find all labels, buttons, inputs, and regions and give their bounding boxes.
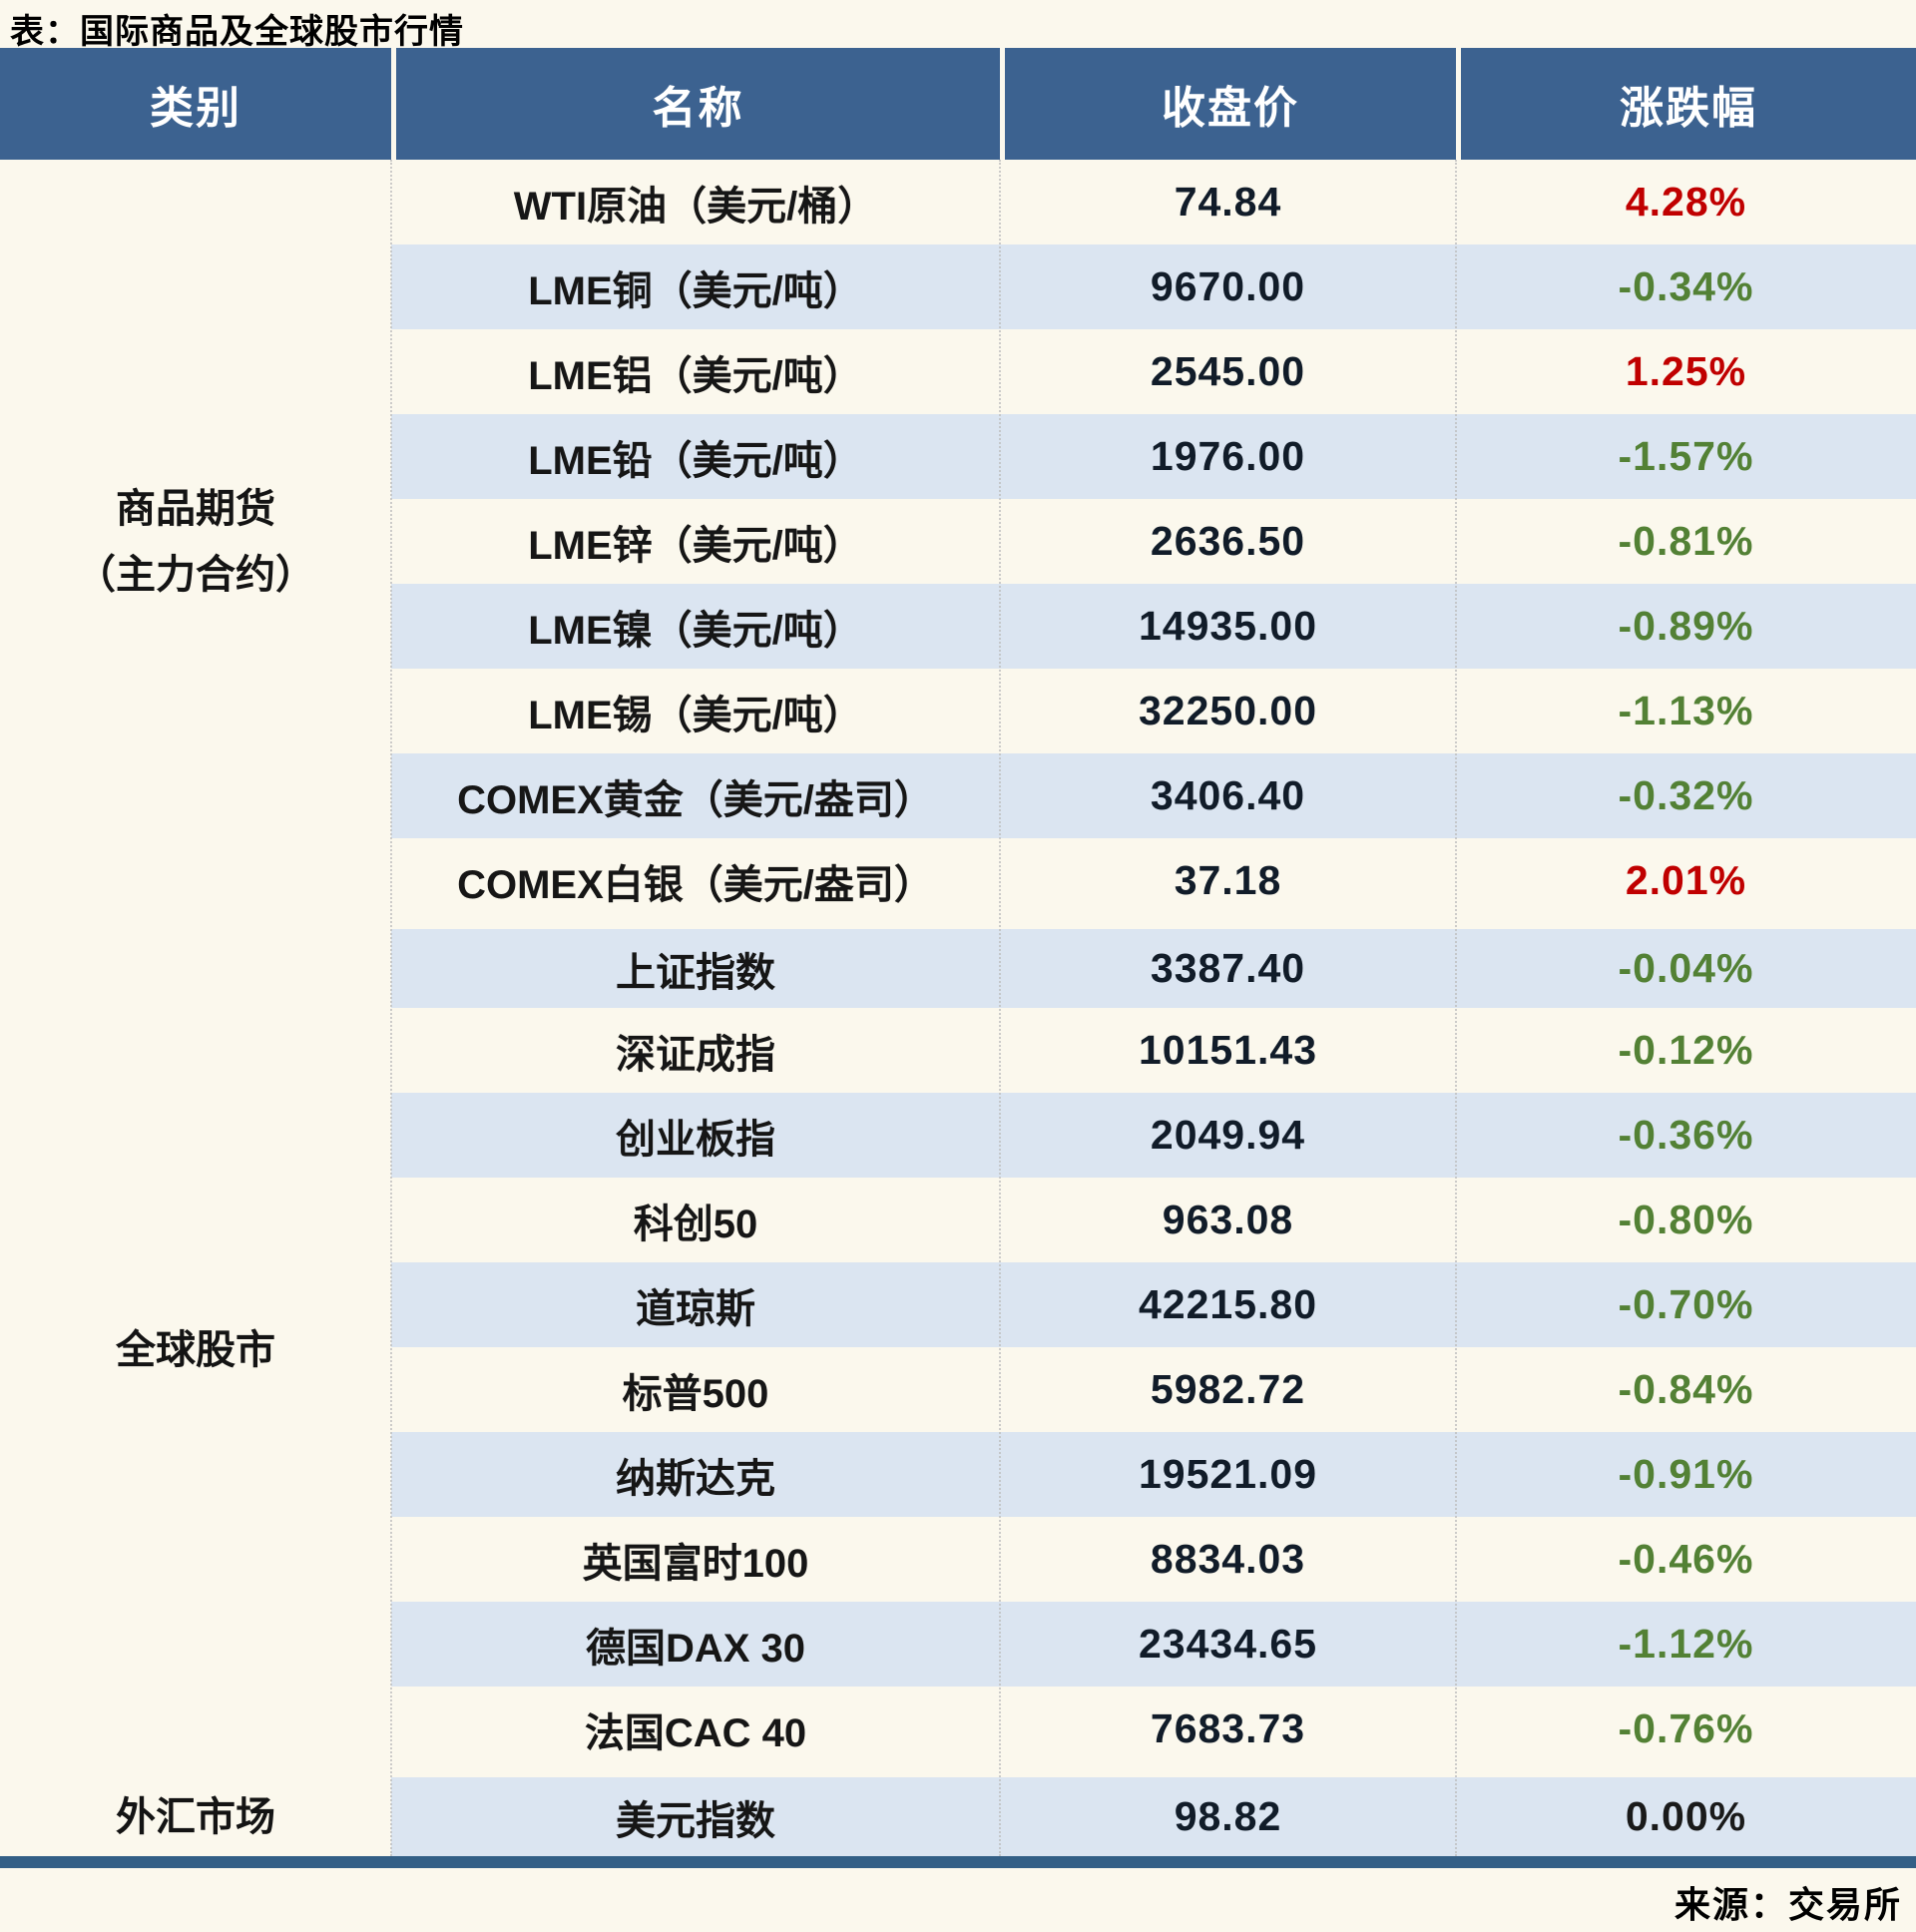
table-row: LME铅（美元/吨） 1976.00 -1.57% <box>0 414 1916 499</box>
change-cell: -1.12% <box>1456 1602 1916 1687</box>
table-row: 纳斯达克 19521.09 -0.91% <box>0 1432 1916 1517</box>
close-cell: 98.82 <box>1000 1771 1456 1856</box>
header-row: 类别 名称 收盘价 涨跌幅 <box>0 48 1916 160</box>
name-cell: 道琼斯 <box>391 1262 1000 1347</box>
change-cell: -1.57% <box>1456 414 1916 499</box>
change-cell: 4.28% <box>1625 179 1747 225</box>
category-cell: 外汇市场 <box>0 1771 391 1856</box>
name-cell: 纳斯达克 <box>391 1432 1000 1517</box>
category-label-line: 外汇市场 <box>116 1794 275 1839</box>
table-row: 英国富时100 8834.03 -0.46% <box>0 1517 1916 1602</box>
name-cell: LME镍（美元/吨） <box>391 584 1000 669</box>
name-cell: COMEX黄金（美元/盎司） <box>391 753 1000 838</box>
name-cell: 英国富时100 <box>582 1541 809 1586</box>
close-cell: 2636.50 <box>1150 518 1306 564</box>
name-cell: 上证指数 <box>391 923 1000 1008</box>
table-row: LME镍（美元/吨） 14935.00 -0.89% <box>0 584 1916 669</box>
change-cell: -0.46% <box>1618 1536 1754 1582</box>
close-cell: 10151.43 <box>1138 1027 1317 1073</box>
name-cell: LME铜（美元/吨） <box>391 244 1000 329</box>
table-row: 法国CAC 40 7683.73 -0.76% <box>0 1687 1916 1771</box>
name-cell: 科创50 <box>633 1202 758 1246</box>
close-cell: 2545.00 <box>1150 348 1306 394</box>
close-cell: 7683.73 <box>1150 1705 1306 1751</box>
close-cell: 3387.40 <box>1000 923 1456 1008</box>
close-cell: 37.18 <box>1174 857 1282 903</box>
name-cell: COMEX白银（美元/盎司） <box>457 862 934 907</box>
table-row: 德国DAX 30 23434.65 -1.12% <box>0 1602 1916 1687</box>
category-label-line: 全球股市 <box>116 1328 275 1372</box>
category-label-line: 商品期货 <box>116 486 275 531</box>
change-cell: -0.04% <box>1456 923 1916 1008</box>
table-row: 道琼斯 42215.80 -0.70% <box>0 1262 1916 1347</box>
name-cell: 创业板指 <box>391 1093 1000 1178</box>
table-row: LME锌（美元/吨） 2636.50 -0.81% <box>0 499 1916 584</box>
close-cell: 19521.09 <box>1000 1432 1456 1517</box>
table-row: 标普500 5982.72 -0.84% <box>0 1347 1916 1432</box>
close-cell: 1976.00 <box>1000 414 1456 499</box>
name-cell: LME锡（美元/吨） <box>528 693 863 737</box>
table-row: COMEX白银（美元/盎司） 37.18 2.01% <box>0 838 1916 923</box>
change-cell: 0.00% <box>1456 1771 1916 1856</box>
name-cell: LME锌（美元/吨） <box>528 523 863 568</box>
close-cell: 42215.80 <box>1000 1262 1456 1347</box>
close-cell: 3406.40 <box>1000 753 1456 838</box>
table-row: 深证成指 10151.43 -0.12% <box>0 1008 1916 1093</box>
source-note: 来源：交易所 <box>1674 1884 1902 1925</box>
category-cell: 全球股市 <box>0 923 391 1771</box>
close-cell: 23434.65 <box>1000 1602 1456 1687</box>
market-table: 类别 名称 收盘价 涨跌幅 商品期货 （主力合约） WTI原油（美元/桶） 74.84… <box>0 48 1916 1856</box>
change-cell: -0.70% <box>1456 1262 1916 1347</box>
name-cell: 美元指数 <box>391 1771 1000 1856</box>
name-cell: LME铅（美元/吨） <box>391 414 1000 499</box>
change-cell: -0.80% <box>1618 1197 1754 1242</box>
name-cell: 深证成指 <box>616 1032 775 1077</box>
table-row: 创业板指 2049.94 -0.36% <box>0 1093 1916 1178</box>
change-cell: -0.76% <box>1618 1705 1754 1751</box>
table-row: COMEX黄金（美元/盎司） 3406.40 -0.32% <box>0 753 1916 838</box>
change-cell: -1.13% <box>1618 688 1754 733</box>
table-header: 类别 名称 收盘价 涨跌幅 <box>0 48 1916 160</box>
table-row: 科创50 963.08 -0.80% <box>0 1178 1916 1262</box>
header-cell-close: 收盘价 <box>1000 48 1456 160</box>
close-cell: 5982.72 <box>1150 1366 1306 1412</box>
change-cell: 1.25% <box>1625 348 1747 394</box>
close-cell: 9670.00 <box>1000 244 1456 329</box>
close-cell: 963.08 <box>1162 1197 1294 1242</box>
close-cell: 74.84 <box>1174 179 1282 225</box>
change-cell: -0.34% <box>1456 244 1916 329</box>
table-row: LME锡（美元/吨） 32250.00 -1.13% <box>0 669 1916 753</box>
table-row: 外汇市场 美元指数 98.82 0.00% <box>0 1771 1916 1856</box>
header-cell-category: 类别 <box>0 48 391 160</box>
category-cell: 商品期货 （主力合约） <box>0 160 391 923</box>
page-title: 表：国际商品及全球股市行情 <box>10 13 464 51</box>
table-row: LME铜（美元/吨） 9670.00 -0.34% <box>0 244 1916 329</box>
name-cell: WTI原油（美元/桶） <box>513 184 878 229</box>
change-cell: -0.84% <box>1618 1366 1754 1412</box>
name-cell: 标普500 <box>622 1371 769 1416</box>
name-cell: 德国DAX 30 <box>391 1602 1000 1687</box>
change-cell: -0.36% <box>1456 1093 1916 1178</box>
table-row: LME铝（美元/吨） 2545.00 1.25% <box>0 329 1916 414</box>
change-cell: -0.91% <box>1456 1432 1916 1517</box>
table-bottom-border <box>0 1856 1916 1868</box>
name-cell: LME铝（美元/吨） <box>528 353 863 398</box>
close-cell: 8834.03 <box>1150 1536 1306 1582</box>
header-cell-name: 名称 <box>391 48 1000 160</box>
change-cell: 2.01% <box>1625 857 1747 903</box>
name-cell: 法国CAC 40 <box>584 1710 807 1755</box>
table-row: 全球股市 上证指数 3387.40 -0.04% <box>0 923 1916 1372</box>
change-cell: -0.12% <box>1618 1027 1754 1073</box>
change-cell: -0.81% <box>1618 518 1754 564</box>
change-cell: -0.32% <box>1456 753 1916 838</box>
change-cell: -0.89% <box>1456 584 1916 669</box>
close-cell: 2049.94 <box>1000 1093 1456 1178</box>
table-body: 商品期货 （主力合约） WTI原油（美元/桶） 74.84 4.28% LME铜（美元/吨… <box>0 160 1916 1856</box>
close-cell: 14935.00 <box>1000 584 1456 669</box>
table-row: 商品期货 （主力合约） WTI原油（美元/桶） 74.84 4.28% <box>0 160 1916 597</box>
header-cell-change: 涨跌幅 <box>1456 48 1916 160</box>
close-cell: 32250.00 <box>1138 688 1317 733</box>
category-label-line: （主力合约） <box>76 552 315 597</box>
